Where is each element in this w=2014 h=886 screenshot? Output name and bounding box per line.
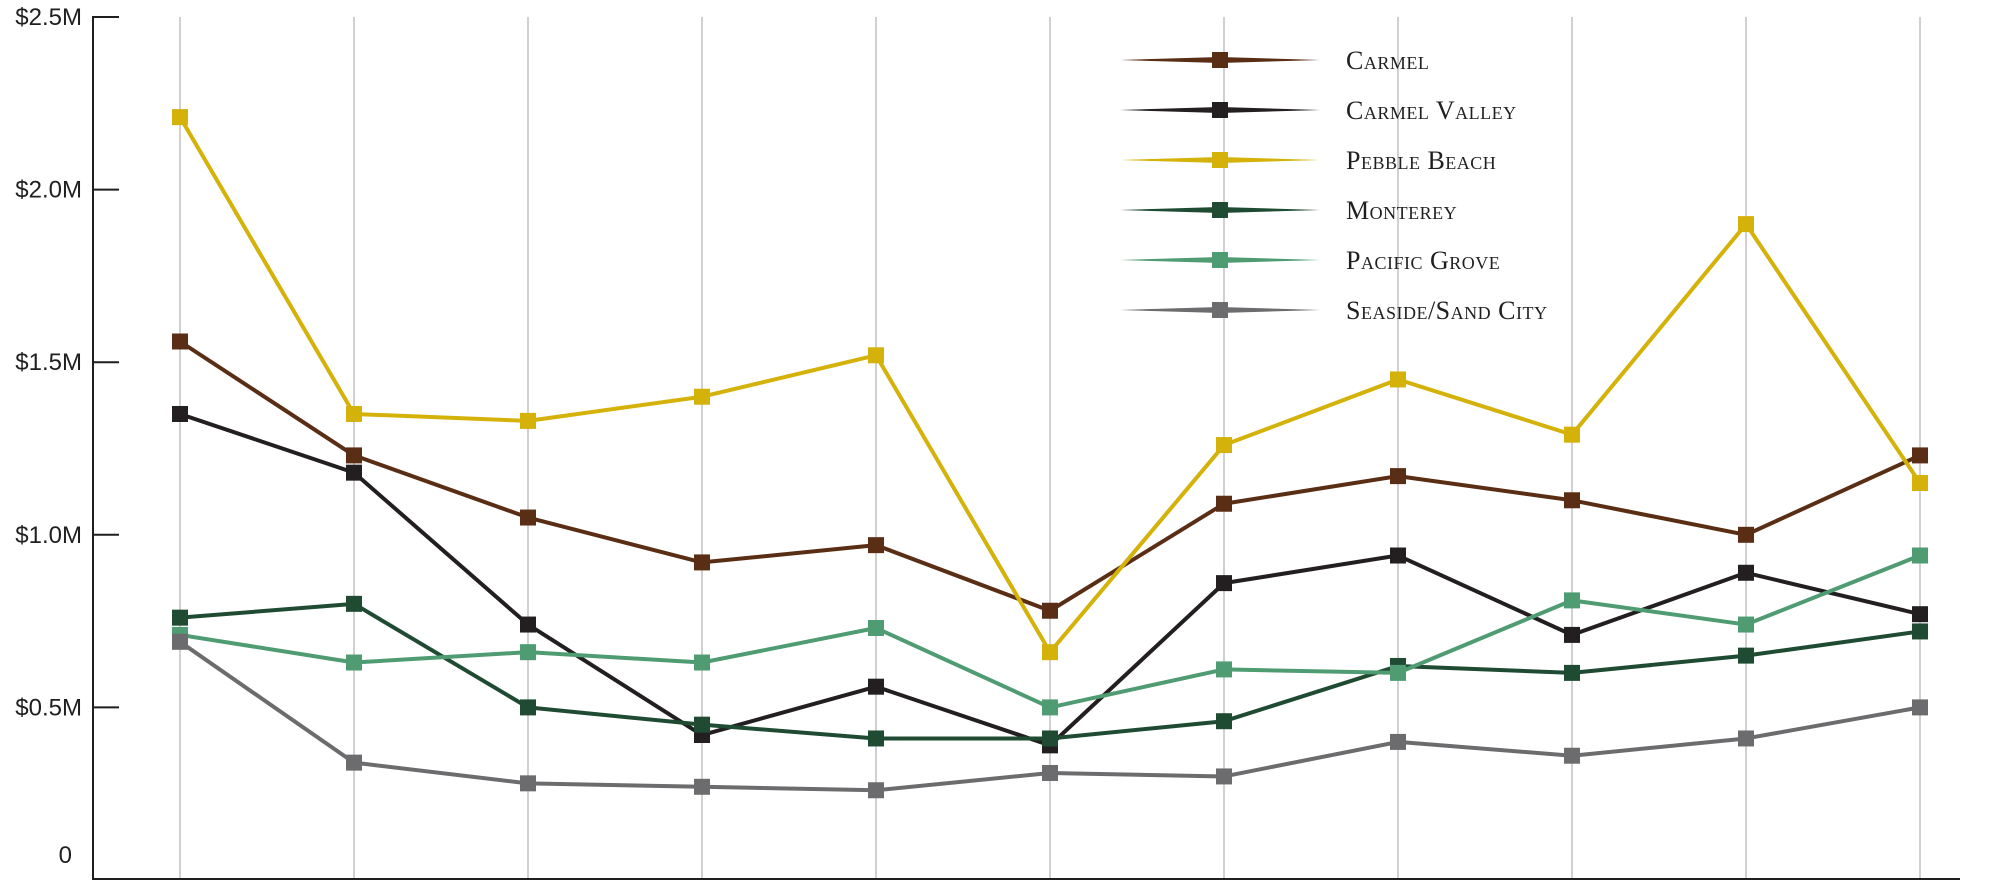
data-point-marker (172, 109, 188, 126)
data-point-marker (1216, 495, 1232, 512)
data-point-marker (1042, 602, 1058, 619)
legend-swatch-marker (1212, 302, 1228, 318)
series-pebble-beach (172, 109, 1928, 661)
data-point-marker (520, 699, 536, 716)
data-point-marker (346, 447, 362, 464)
y-tick-label: $2.5M (15, 4, 82, 31)
data-point-marker (1564, 492, 1580, 509)
data-point-marker (172, 333, 188, 350)
legend-label: Monterey (1346, 196, 1457, 225)
data-point-marker (1564, 664, 1580, 681)
data-point-marker (1390, 371, 1406, 388)
data-point-marker (346, 464, 362, 481)
data-point-marker (1738, 564, 1754, 581)
data-point-marker (1390, 733, 1406, 750)
y-tick-label: $1.0M (15, 522, 82, 549)
data-point-marker (694, 716, 710, 733)
data-point-marker (520, 775, 536, 792)
legend-label: Pebble Beach (1346, 146, 1496, 175)
data-point-marker (1912, 447, 1928, 464)
legend-item: Monterey (1120, 196, 1457, 225)
data-point-marker (1216, 768, 1232, 785)
legend-item: Carmel Valley (1120, 96, 1517, 125)
data-point-marker (1564, 592, 1580, 609)
data-point-marker (346, 654, 362, 671)
data-point-marker (1216, 661, 1232, 678)
data-point-marker (868, 620, 884, 637)
data-point-marker (1912, 547, 1928, 564)
data-point-marker (1912, 606, 1928, 623)
legend-label: Seaside/Sand City (1346, 296, 1547, 325)
data-point-marker (346, 405, 362, 422)
axes: 0 $0.5M $1.0M $1.5M $2.0M $2.5M (15, 4, 1960, 880)
data-point-marker (1738, 616, 1754, 633)
legend-swatch-marker (1212, 52, 1228, 68)
data-point-marker (1216, 437, 1232, 454)
data-point-marker (1564, 747, 1580, 764)
data-point-marker (694, 654, 710, 671)
legend-swatch-marker (1212, 202, 1228, 218)
data-point-marker (1216, 575, 1232, 592)
series-lines (172, 109, 1928, 799)
data-point-marker (1738, 730, 1754, 747)
legend-item: Seaside/Sand City (1120, 296, 1547, 325)
data-point-marker (1738, 216, 1754, 233)
data-point-marker (520, 509, 536, 526)
data-point-marker (1738, 647, 1754, 664)
data-point-marker (520, 616, 536, 633)
data-point-marker (868, 347, 884, 364)
y-tick-label: $0.5M (15, 694, 82, 721)
data-point-marker (1912, 623, 1928, 640)
data-point-marker (1042, 644, 1058, 661)
legend-swatch-marker (1212, 152, 1228, 168)
data-point-marker (1042, 730, 1058, 747)
data-point-marker (346, 595, 362, 612)
series-carmel (172, 333, 1928, 619)
data-point-marker (694, 778, 710, 795)
data-point-marker (1738, 526, 1754, 543)
data-point-marker (1390, 664, 1406, 681)
y-tick-label: $2.0M (15, 177, 82, 204)
data-point-marker (868, 782, 884, 799)
data-point-marker (520, 412, 536, 429)
data-point-marker (520, 644, 536, 661)
data-point-marker (1390, 547, 1406, 564)
data-point-marker (868, 537, 884, 554)
data-point-marker (694, 554, 710, 571)
data-point-marker (172, 633, 188, 650)
data-point-marker (1912, 699, 1928, 716)
data-point-marker (868, 730, 884, 747)
data-point-marker (1042, 699, 1058, 716)
data-point-marker (172, 609, 188, 626)
legend-label: Carmel Valley (1346, 96, 1517, 125)
data-point-marker (1390, 468, 1406, 485)
legend-swatch-marker (1212, 252, 1228, 268)
data-point-marker (868, 678, 884, 695)
y-tick-label: $1.5M (15, 349, 82, 376)
data-point-marker (1912, 475, 1928, 492)
legend-item: Carmel (1120, 46, 1429, 75)
y-tick-label: 0 (59, 842, 72, 869)
data-point-marker (1042, 764, 1058, 781)
legend-item: Pebble Beach (1120, 146, 1496, 175)
legend-item: Pacific Grove (1120, 246, 1500, 275)
series-pacific-grove (172, 547, 1928, 716)
data-point-marker (694, 388, 710, 405)
legend: Carmel Carmel Valley Pebble Beach Monterey P… (1120, 46, 1547, 325)
series-seaside-sand-city (172, 633, 1928, 799)
data-point-marker (1564, 426, 1580, 443)
data-point-marker (1564, 626, 1580, 643)
data-point-marker (1216, 713, 1232, 730)
data-point-marker (172, 405, 188, 422)
series-monterey (172, 595, 1928, 747)
legend-swatch-marker (1212, 102, 1228, 118)
data-point-marker (346, 754, 362, 771)
legend-label: Carmel (1346, 46, 1429, 75)
legend-label: Pacific Grove (1346, 246, 1500, 275)
